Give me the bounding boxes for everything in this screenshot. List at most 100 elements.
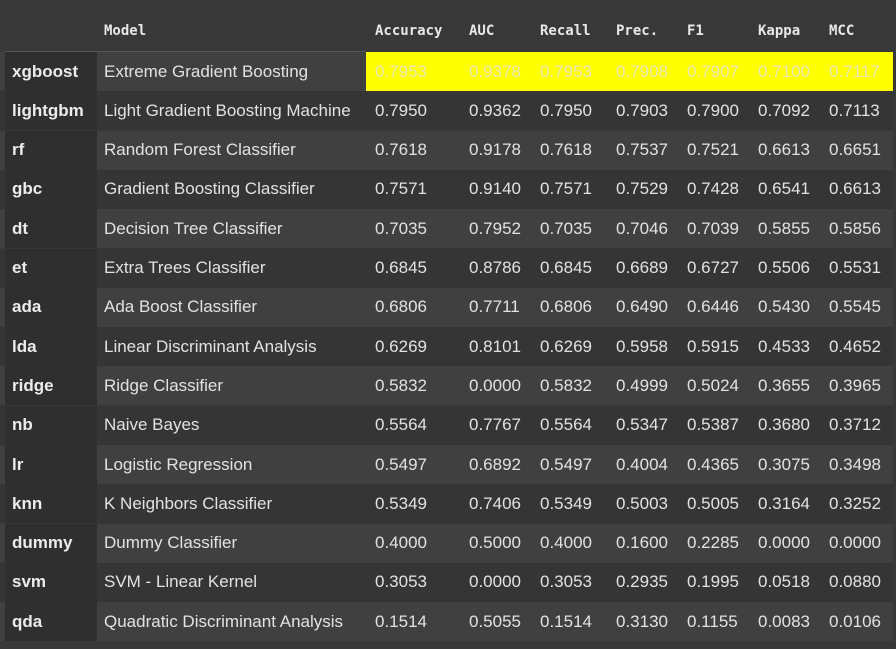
row-key: knn: [12, 493, 43, 513]
cell-mcc: 0.7117: [829, 61, 880, 81]
cell-prec: 0.6689: [616, 258, 668, 277]
cell-kappa: 0.3680: [758, 415, 810, 435]
cell-auc: 0.7711: [469, 297, 520, 317]
cell-kappa: 0.5855: [758, 218, 810, 238]
row-key: dt: [12, 218, 29, 238]
cell-auc: 0.0000: [469, 572, 521, 592]
row-index-cell: [5, 484, 97, 524]
row-index-cell: [5, 130, 97, 170]
cell-recall: 0.5832: [540, 375, 592, 395]
cell-recall: 0.3053: [540, 572, 592, 592]
cell-f1: 0.2285: [687, 533, 739, 553]
cell-prec: 0.6490: [616, 297, 668, 317]
cell-kappa: 0.0518: [758, 572, 810, 592]
table-row: rf Random Forest Classifier 0.7618 0.9178 0.…: [0, 130, 893, 170]
cell-kappa: 0.3164: [758, 493, 810, 513]
cell-auc: 0.9362: [469, 100, 521, 120]
cell-kappa: 0.6541: [758, 179, 810, 199]
cell-prec: 0.2935: [616, 572, 668, 592]
header-accuracy: Accuracy: [375, 23, 443, 39]
cell-kappa: 0.0083: [758, 611, 810, 631]
cell-f1: 0.1155: [687, 611, 738, 631]
table-row: dummy Dummy Classifier 0.4000 0.5000 0.4000 0…: [0, 523, 893, 563]
cell-accuracy: 0.5497: [375, 454, 427, 474]
row-index-cell: [5, 169, 97, 209]
cell-kappa: 0.7100: [758, 61, 810, 81]
cell-auc: 0.8786: [469, 258, 521, 277]
cell-accuracy: 0.7571: [375, 179, 427, 199]
cell-recall: 0.6806: [540, 297, 592, 317]
cell-accuracy: 0.7950: [375, 100, 427, 120]
row-key: nb: [12, 415, 33, 435]
cell-accuracy: 0.5564: [375, 415, 427, 435]
row-key: lda: [12, 336, 37, 356]
cell-accuracy: 0.3053: [375, 572, 427, 592]
table-row: lightgbm Light Gradient Boosting Machine 0…: [0, 91, 893, 131]
table-row: ridge Ridge Classifier 0.5832 0.0000 0.5832 0…: [0, 366, 893, 406]
cell-model: Ridge Classifier: [104, 375, 224, 395]
table-row: nb Naive Bayes 0.5564 0.7767 0.5564 0.5347 0.5…: [0, 405, 893, 445]
cell-model: K Neighbors Classifier: [104, 493, 273, 513]
cell-model: Random Forest Classifier: [104, 140, 296, 160]
table-row: dt Decision Tree Classifier 0.7035 0.7952 0.…: [0, 209, 893, 249]
cell-f1: 0.5005: [687, 493, 739, 513]
row-index-cell: [5, 91, 97, 131]
cell-mcc: 0.0106: [829, 611, 881, 631]
cell-model: Dummy Classifier: [104, 533, 238, 553]
cell-model: Extra Trees Classifier: [104, 258, 266, 277]
cell-f1: 0.5024: [687, 375, 739, 395]
cell-kappa: 0.7092: [758, 100, 810, 120]
cell-prec: 0.1600: [616, 533, 668, 553]
cell-accuracy: 0.6806: [375, 297, 427, 317]
cell-auc: 0.7952: [469, 218, 521, 238]
row-index-cell: [5, 602, 97, 642]
cell-mcc: 0.0880: [829, 572, 881, 592]
cell-recall: 0.5564: [540, 415, 592, 435]
header-prec: Prec.: [616, 23, 659, 39]
cell-f1: 0.1995: [687, 572, 739, 592]
cell-model: Gradient Boosting Classifier: [104, 179, 315, 199]
row-key: gbc: [12, 179, 43, 199]
cell-kappa: 0.6613: [758, 140, 810, 160]
cell-mcc: 0.6613: [829, 179, 881, 199]
cell-f1: 0.7900: [687, 100, 739, 120]
cell-mcc: 0.0000: [829, 533, 881, 553]
cell-auc: 0.7406: [469, 493, 521, 513]
cell-prec: 0.5958: [616, 336, 668, 356]
cell-mcc: 0.6651: [829, 140, 881, 160]
cell-mcc: 0.3965: [829, 375, 881, 395]
table-row: gbc Gradient Boosting Classifier 0.7571 0.9…: [0, 169, 893, 209]
cell-accuracy: 0.7953: [375, 61, 427, 81]
row-key: ridge: [12, 375, 54, 395]
cell-model: Quadratic Discriminant Analysis: [104, 611, 344, 631]
cell-accuracy: 0.6269: [375, 336, 427, 356]
header-recall: Recall: [540, 23, 591, 39]
cell-prec: 0.4004: [616, 454, 668, 474]
cell-recall: 0.1514: [540, 611, 592, 631]
cell-auc: 0.5055: [469, 611, 521, 631]
cell-mcc: 0.3712: [829, 415, 881, 435]
row-index-cell: [5, 366, 97, 406]
cell-f1: 0.7428: [687, 179, 739, 199]
row-index-cell: [5, 248, 97, 288]
cell-recall: 0.7618: [540, 140, 592, 160]
row-key: dummy: [12, 533, 73, 553]
cell-prec: 0.7537: [616, 140, 668, 160]
table-row: knn K Neighbors Classifier 0.5349 0.7406 0.5…: [0, 484, 893, 524]
cell-f1: 0.6727: [687, 258, 739, 277]
cell-kappa: 0.0000: [758, 533, 810, 553]
cell-prec: 0.5003: [616, 493, 668, 513]
cell-recall: 0.6269: [540, 336, 592, 356]
cell-prec: 0.7529: [616, 179, 668, 199]
row-index-cell: [5, 445, 97, 484]
cell-f1: 0.5387: [687, 415, 739, 435]
row-index-cell: [5, 523, 97, 563]
cell-f1: 0.6446: [687, 297, 739, 317]
row-index-cell: [5, 52, 97, 91]
cell-model: Light Gradient Boosting Machine: [104, 100, 351, 120]
cell-accuracy: 0.6845: [375, 258, 427, 277]
cell-accuracy: 0.5832: [375, 375, 427, 395]
row-index-cell: [5, 327, 97, 367]
cell-accuracy: 0.4000: [375, 533, 427, 553]
